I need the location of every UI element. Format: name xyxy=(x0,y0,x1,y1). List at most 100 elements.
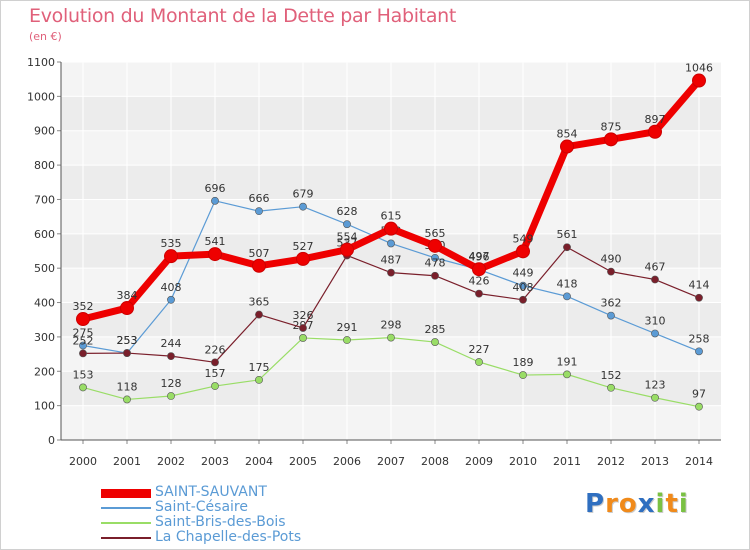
series-point xyxy=(563,370,571,379)
logo-letter: P xyxy=(585,489,606,519)
data-label: 157 xyxy=(205,367,226,380)
series-point xyxy=(431,338,439,346)
data-label: 227 xyxy=(469,343,490,356)
data-label: 565 xyxy=(425,227,446,240)
series-point xyxy=(563,292,571,301)
x-tick-label: 2009 xyxy=(465,455,493,468)
y-tick-label: 800 xyxy=(34,159,55,172)
data-label: 875 xyxy=(601,120,622,133)
series-point xyxy=(384,221,398,236)
series-point xyxy=(255,310,263,319)
data-label: 418 xyxy=(557,277,578,290)
series-point xyxy=(299,202,307,211)
x-tick-label: 2003 xyxy=(201,455,229,468)
data-label: 291 xyxy=(337,321,358,334)
series-point xyxy=(255,207,263,216)
series-point xyxy=(167,295,175,304)
series-point xyxy=(79,349,87,358)
y-tick-label: 200 xyxy=(34,365,55,378)
data-label: 628 xyxy=(337,205,358,218)
legend-label: La Chapelle-des-Pots xyxy=(155,529,302,545)
logo-letter: i xyxy=(678,489,689,519)
series-point xyxy=(167,352,175,361)
series-point xyxy=(79,341,87,350)
series-point xyxy=(208,247,222,262)
data-label: 244 xyxy=(161,337,182,350)
data-label: 152 xyxy=(601,369,622,382)
data-label: 561 xyxy=(557,228,578,241)
legend-swatch xyxy=(101,537,151,539)
data-label: 549 xyxy=(513,232,534,245)
data-label: 365 xyxy=(249,296,270,309)
series-point xyxy=(651,393,659,402)
x-tick-label: 2008 xyxy=(421,455,449,468)
legend-item-la-chapelle-des-pots: La Chapelle-des-Pots xyxy=(101,529,421,545)
data-label: 253 xyxy=(117,334,138,347)
y-tick-label: 0 xyxy=(48,434,55,447)
series-point xyxy=(475,289,483,298)
data-label: 408 xyxy=(161,281,182,294)
data-label: 679 xyxy=(293,188,314,201)
logo-letter: t xyxy=(665,489,679,519)
y-tick-label: 300 xyxy=(34,331,55,344)
x-tick-label: 2010 xyxy=(509,455,537,468)
data-label: 449 xyxy=(513,267,534,280)
legend: SAINT-SAUVANT Saint-Césaire Saint-Bris-d… xyxy=(101,484,421,545)
legend-item-saint-cesaire: Saint-Césaire xyxy=(101,499,421,515)
x-tick-label: 2004 xyxy=(245,455,273,468)
series-point xyxy=(475,358,483,366)
data-label: 615 xyxy=(381,210,402,223)
y-tick-label: 400 xyxy=(34,297,55,310)
series-point xyxy=(695,347,703,356)
x-tick-label: 2012 xyxy=(597,455,625,468)
legend-item-saint-sauvant: SAINT-SAUVANT xyxy=(101,484,421,500)
data-label: 497 xyxy=(469,250,490,263)
series-point xyxy=(607,383,615,392)
y-tick-label: 500 xyxy=(34,262,55,275)
series-point xyxy=(472,262,486,277)
data-label: 352 xyxy=(73,300,94,313)
data-label: 226 xyxy=(205,343,226,356)
legend-label: Saint-Césaire xyxy=(155,499,248,515)
line-chart: 0 100 200 300 400 500 600 700 800 900 1000 1100 2000… xyxy=(27,56,721,468)
data-label: 490 xyxy=(601,253,622,266)
logo-letter: r xyxy=(605,489,619,519)
data-label: 384 xyxy=(117,289,138,302)
series-point xyxy=(343,220,351,229)
data-label: 258 xyxy=(689,332,710,345)
legend-swatch xyxy=(101,522,151,524)
series-point xyxy=(695,402,703,411)
series-point xyxy=(76,312,90,327)
y-tick-label: 100 xyxy=(34,400,55,413)
series-point xyxy=(167,392,175,400)
series-point xyxy=(340,242,354,257)
data-label: 1046 xyxy=(685,62,713,75)
data-label: 153 xyxy=(73,368,94,381)
data-label: 128 xyxy=(161,377,182,390)
data-label: 191 xyxy=(557,355,578,368)
x-tick-label: 2007 xyxy=(377,455,405,468)
series-point xyxy=(123,395,131,404)
series-point xyxy=(387,239,395,248)
series-point xyxy=(563,243,571,252)
data-label: 426 xyxy=(469,275,490,288)
series-point xyxy=(211,382,219,390)
legend-swatch xyxy=(101,489,151,498)
series-point xyxy=(211,196,219,205)
series-point xyxy=(651,275,659,284)
series-point xyxy=(428,238,442,253)
y-tick-label: 700 xyxy=(34,193,55,206)
x-tick-label: 2000 xyxy=(69,455,97,468)
series-point xyxy=(651,329,659,338)
y-tick-label: 900 xyxy=(34,125,55,138)
series-point xyxy=(431,271,439,280)
data-label: 496 xyxy=(469,251,490,264)
data-label: 252 xyxy=(73,334,94,347)
data-label: 414 xyxy=(689,279,710,292)
legend-label: SAINT-SAUVANT xyxy=(155,484,267,500)
x-tick-label: 2013 xyxy=(641,455,669,468)
data-label: 408 xyxy=(513,281,534,294)
series-point xyxy=(692,73,706,88)
data-label: 507 xyxy=(249,247,270,260)
series-point xyxy=(607,311,615,320)
